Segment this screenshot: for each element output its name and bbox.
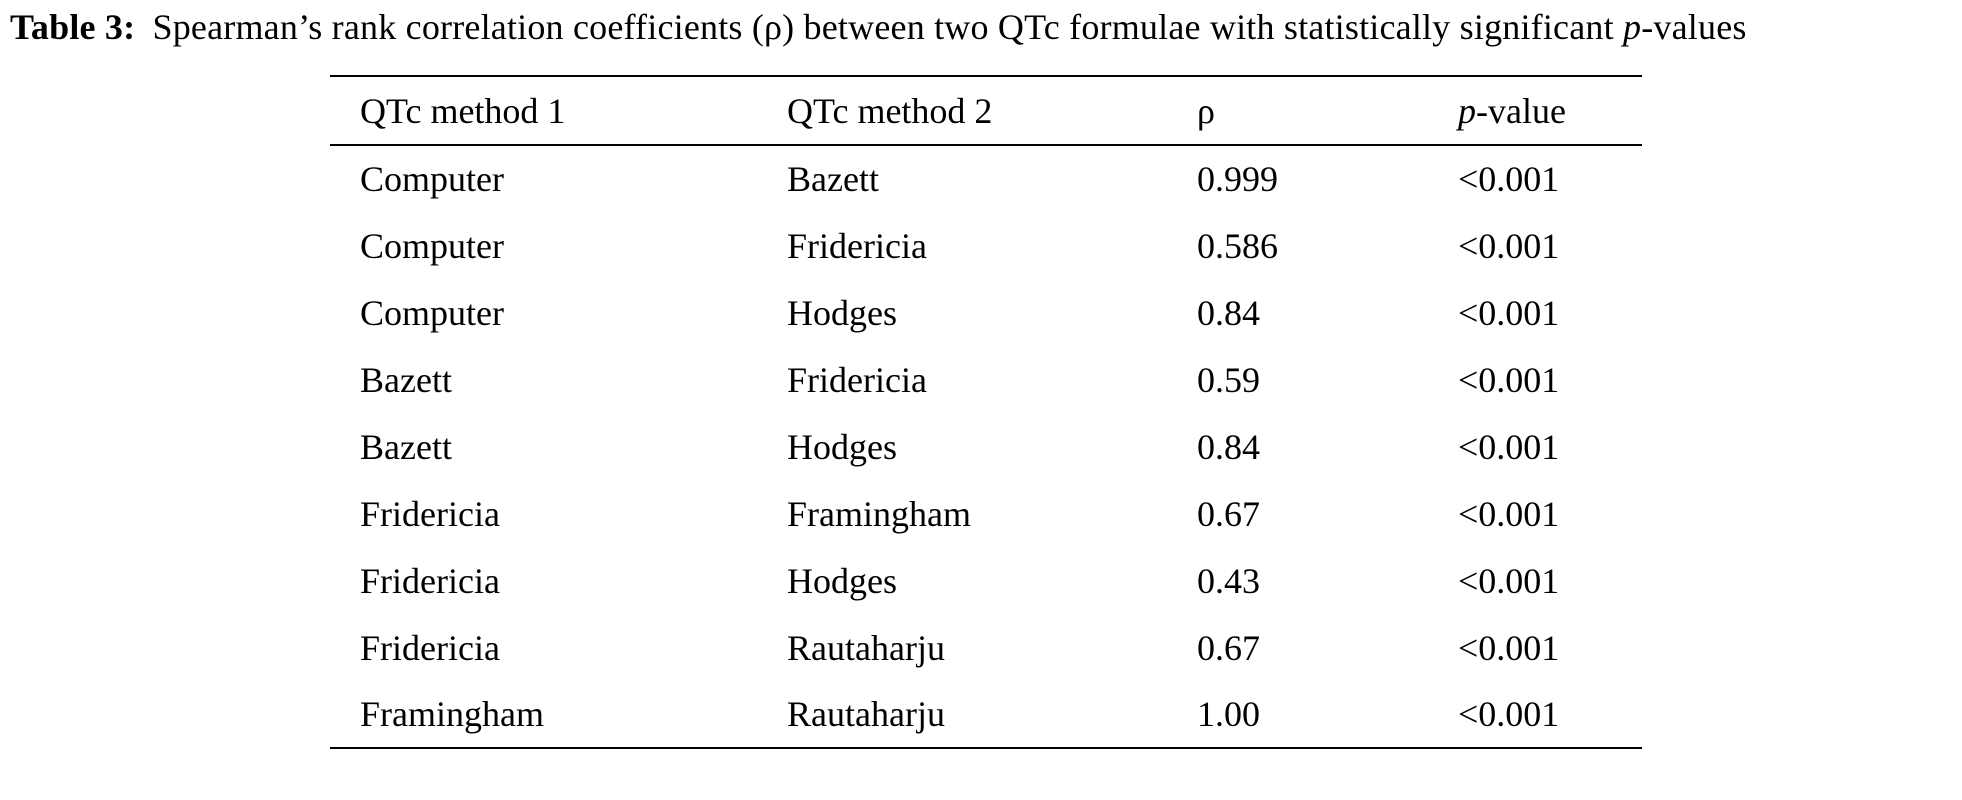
- cell-method2: Rautaharju: [787, 627, 945, 668]
- cell-rho: 0.67: [1197, 493, 1260, 534]
- cell-method1: Computer: [360, 225, 504, 266]
- table-row: Fridericia Hodges 0.43 <0.001: [330, 547, 1642, 614]
- table-row: Framingham Rautaharju 1.00 <0.001: [330, 681, 1642, 748]
- cell-rho: 1.00: [1197, 694, 1260, 734]
- cell-p-value: <0.001: [1458, 627, 1560, 668]
- cell-method1: Computer: [360, 159, 504, 199]
- table-header-row: QTc method 1 QTc method 2 ρ p-value: [330, 76, 1642, 146]
- cell-method2: Fridericia: [787, 359, 927, 400]
- cell-p-value: <0.001: [1458, 159, 1560, 199]
- column-header-qtc-method-2: QTc method 2: [787, 76, 1197, 146]
- column-header-qtc-method-1: QTc method 1: [330, 76, 787, 146]
- table-caption-p-suffix: -values: [1641, 7, 1747, 47]
- table-header: QTc method 1 QTc method 2 ρ p-value: [330, 76, 1642, 146]
- column-header-rho: ρ: [1197, 76, 1458, 146]
- cell-p-value: <0.001: [1458, 493, 1560, 534]
- cell-method2: Rautaharju: [787, 694, 945, 734]
- cell-method1: Bazett: [360, 359, 452, 400]
- cell-method2: Bazett: [787, 159, 879, 199]
- cell-method2: Hodges: [787, 426, 897, 467]
- cell-p-value: <0.001: [1458, 560, 1560, 601]
- table-row: Computer Bazett 0.999 <0.001: [330, 145, 1642, 212]
- cell-method1: Fridericia: [360, 560, 500, 601]
- p-value-header-italic: p: [1458, 90, 1476, 131]
- cell-rho: 0.67: [1197, 627, 1260, 668]
- cell-rho: 0.84: [1197, 426, 1260, 467]
- cell-p-value: <0.001: [1458, 292, 1560, 333]
- cell-method1: Fridericia: [360, 493, 500, 534]
- cell-p-value: <0.001: [1458, 426, 1560, 467]
- cell-rho: 0.586: [1197, 225, 1278, 266]
- table-row: Bazett Fridericia 0.59 <0.001: [330, 346, 1642, 413]
- cell-p-value: <0.001: [1458, 359, 1560, 400]
- cell-method1: Fridericia: [360, 627, 500, 668]
- table-row: Fridericia Rautaharju 0.67 <0.001: [330, 614, 1642, 681]
- cell-method1: Computer: [360, 292, 504, 333]
- cell-rho: 0.43: [1197, 560, 1260, 601]
- table-caption-body: Spearman’s rank correlation coefficients…: [152, 7, 1614, 47]
- table-caption: Table 3: Spearman’s rank correlation coe…: [10, 4, 1952, 51]
- table-body: Computer Bazett 0.999 <0.001 Computer Fr…: [330, 145, 1642, 748]
- cell-rho: 0.59: [1197, 359, 1260, 400]
- cell-p-value: <0.001: [1458, 225, 1560, 266]
- cell-method2: Hodges: [787, 560, 897, 601]
- cell-rho: 0.84: [1197, 292, 1260, 333]
- cell-method2: Hodges: [787, 292, 897, 333]
- table-row: Fridericia Framingham 0.67 <0.001: [330, 480, 1642, 547]
- table-row: Bazett Hodges 0.84 <0.001: [330, 413, 1642, 480]
- cell-method1: Framingham: [360, 694, 544, 734]
- table-caption-p-italic: p: [1623, 7, 1642, 47]
- cell-method2: Fridericia: [787, 225, 927, 266]
- column-header-p-value: p-value: [1458, 76, 1642, 146]
- table-row: Computer Fridericia 0.586 <0.001: [330, 212, 1642, 279]
- cell-method1: Bazett: [360, 426, 452, 467]
- cell-p-value: <0.001: [1458, 694, 1560, 734]
- cell-rho: 0.999: [1197, 159, 1278, 199]
- p-value-header-rest: -value: [1476, 90, 1566, 131]
- cell-method2: Framingham: [787, 493, 971, 534]
- table-row: Computer Hodges 0.84 <0.001: [330, 279, 1642, 346]
- correlation-table: QTc method 1 QTc method 2 ρ p-value Comp…: [330, 75, 1642, 749]
- table-caption-label: Table 3:: [10, 7, 136, 47]
